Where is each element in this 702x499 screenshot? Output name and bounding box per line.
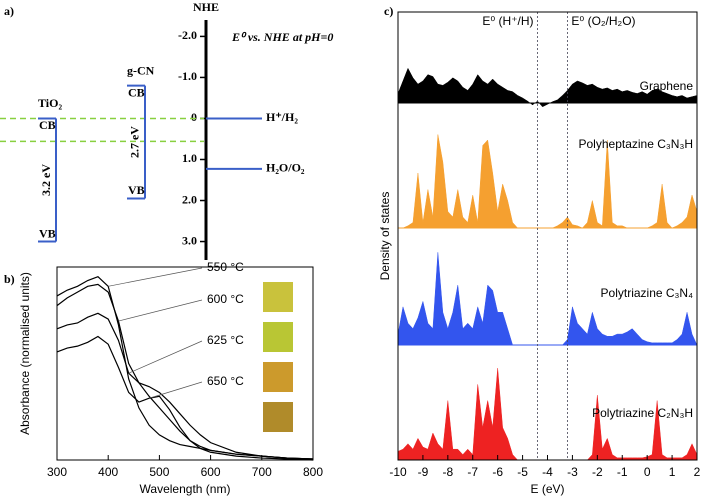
panel-a: a) NHE E⁰ vs. NHE at pH=0 -2.0 -1.0 0 1.0 2.0 3.… bbox=[0, 0, 333, 260]
series-label: 650 °C bbox=[207, 374, 244, 388]
reference-label: E⁰ (H⁺/H) bbox=[482, 14, 533, 28]
x-tick-label: -1 bbox=[617, 465, 628, 479]
material-label: TiO₂ bbox=[38, 96, 62, 110]
series-label: Polytriazine C₂N₃H bbox=[592, 406, 693, 420]
series-label: Polytriazine C₃N₄ bbox=[601, 286, 694, 300]
leader-line bbox=[149, 381, 203, 399]
y-tick-label: 3.0 bbox=[182, 233, 197, 247]
panel-label: b) bbox=[4, 272, 15, 286]
x-tick-label: 500 bbox=[149, 465, 169, 479]
y-tick-label: 2.0 bbox=[182, 192, 197, 206]
axis-title: NHE bbox=[193, 0, 219, 14]
color-swatch bbox=[263, 322, 293, 352]
panel-b: b) 300 400 500 600 700 800 Wavelength (nm) Absor… bbox=[4, 260, 323, 496]
x-tick-label: -6 bbox=[492, 465, 503, 479]
x-axis-title: E (eV) bbox=[530, 482, 564, 496]
cb-label: CB bbox=[39, 118, 56, 132]
panel-c: c) Graphene Polyheptazine C₃N₃H Polytriazin… bbox=[378, 4, 700, 496]
x-axis-title: Wavelength (nm) bbox=[140, 482, 231, 496]
x-tick-label: -2 bbox=[592, 465, 603, 479]
color-swatch bbox=[263, 402, 293, 432]
material-label: g-CN bbox=[127, 63, 155, 77]
x-tick-label: -5 bbox=[517, 465, 528, 479]
y-tick-label: 1.0 bbox=[182, 151, 197, 165]
data-line bbox=[56, 283, 314, 460]
data-line bbox=[56, 312, 314, 460]
x-tick-label: 700 bbox=[252, 465, 272, 479]
series-label: 625 °C bbox=[207, 333, 244, 347]
gap-label: 3.2 eV bbox=[39, 164, 53, 196]
series-label: 600 °C bbox=[207, 292, 244, 306]
series-label: Polyheptazine C₃N₃H bbox=[579, 137, 694, 151]
panel-label: a) bbox=[4, 4, 14, 18]
x-tick-label: -3 bbox=[567, 465, 578, 479]
redox-label: H⁺/H₂ bbox=[266, 110, 298, 124]
x-tick-label: -10 bbox=[389, 465, 407, 479]
reference-label: E⁰ (O₂/H₂O) bbox=[571, 14, 635, 28]
y-tick-label: 0 bbox=[191, 110, 197, 124]
leader-line bbox=[128, 340, 203, 374]
data-line bbox=[56, 335, 314, 461]
y-tick-label: -2.0 bbox=[178, 28, 197, 42]
vb-label: VB bbox=[39, 226, 56, 240]
x-tick-label: 400 bbox=[98, 465, 118, 479]
x-tick-label: 600 bbox=[201, 465, 221, 479]
annotation: E⁰ vs. NHE at pH=0 bbox=[231, 30, 333, 44]
redox-label: H₂O/O₂ bbox=[266, 161, 305, 175]
leader-line bbox=[108, 267, 203, 287]
gap-label: 2.7 eV bbox=[128, 126, 142, 158]
vb-label: VB bbox=[128, 183, 145, 197]
x-tick-label: 0 bbox=[644, 465, 651, 479]
x-tick-label: 300 bbox=[47, 465, 67, 479]
x-tick-label: -8 bbox=[442, 465, 453, 479]
x-tick-label: -4 bbox=[542, 465, 553, 479]
x-tick-label: -7 bbox=[467, 465, 478, 479]
color-swatch bbox=[263, 282, 293, 312]
x-tick-label: 800 bbox=[303, 465, 323, 479]
series-label: Graphene bbox=[640, 79, 694, 93]
x-tick-label: 1 bbox=[669, 465, 676, 479]
y-axis-title: Absorbance (normalised units) bbox=[18, 272, 32, 435]
plot-frame bbox=[56, 266, 314, 461]
x-tick-label: -9 bbox=[418, 465, 429, 479]
leader-line bbox=[118, 299, 203, 322]
series-label: 550 °C bbox=[207, 260, 244, 274]
panel-label: c) bbox=[384, 4, 393, 18]
y-tick-label: -1.0 bbox=[178, 69, 197, 83]
color-swatch bbox=[263, 362, 293, 392]
x-tick-label: 2 bbox=[694, 465, 701, 479]
y-axis-title: Density of states bbox=[378, 192, 392, 281]
cb-label: CB bbox=[128, 85, 145, 99]
